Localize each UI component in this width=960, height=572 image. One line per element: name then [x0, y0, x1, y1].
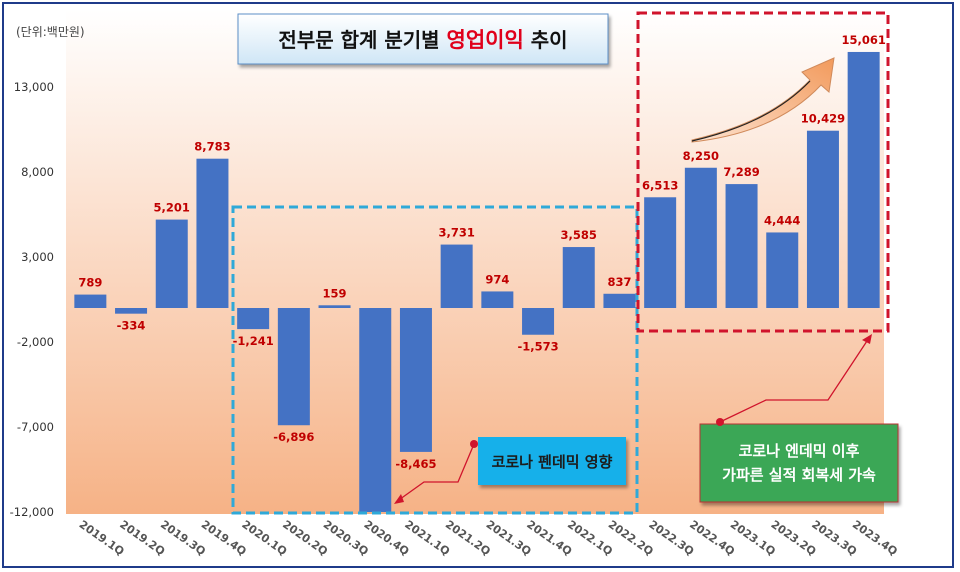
value-label-2022.1Q: 3,585	[561, 228, 597, 242]
post-corona-callout-line1: 코로나 엔데믹 이후	[739, 442, 860, 460]
x-tick-label: 2023.4Q	[850, 518, 900, 558]
x-tick-label: 2022.2Q	[606, 518, 656, 558]
bar-2022.4Q	[684, 167, 717, 308]
value-label-group: 789 -334 5,201 8,783 -1,241 -6,896 159 -8,465 3,…	[78, 33, 886, 471]
x-tick-label: 2022.4Q	[687, 518, 737, 558]
x-tick-label: 2019.4Q	[199, 518, 249, 558]
value-label-2021.3Q: 974	[485, 272, 509, 286]
corona-connector	[394, 440, 478, 504]
value-label-2019.2Q: -334	[117, 319, 146, 333]
value-label-2022.3Q: 6,513	[642, 178, 678, 192]
x-tick-label: 2019.2Q	[117, 518, 167, 558]
y-tick-group: 13,000 8,000 3,000 -2,000 -7,000 -12,000	[10, 80, 54, 519]
bar-2023.1Q	[725, 184, 758, 308]
bar-2020.2Q	[277, 308, 310, 426]
bar-2022.3Q	[644, 197, 677, 308]
bar-2019.1Q	[74, 294, 107, 308]
bar-2021.4Q	[522, 308, 555, 335]
value-label-2023.2Q: 4,444	[764, 213, 800, 227]
bar-2022.2Q	[603, 293, 636, 308]
corona-callout-text: 코로나 펜데믹 영향	[492, 453, 613, 471]
value-label-2023.4Q: 15,061	[841, 33, 885, 47]
corona-callout	[478, 437, 626, 485]
x-tick-label: 2021.4Q	[524, 518, 574, 558]
y-tick-label: -2,000	[17, 335, 54, 349]
value-label-2019.3Q: 5,201	[154, 201, 190, 215]
bar-2020.3Q	[318, 305, 351, 308]
value-label-2021.4Q: -1,573	[517, 340, 558, 354]
bar-2023.4Q	[847, 51, 880, 308]
endemic-period-highlight	[636, 11, 890, 333]
x-tick-label: 2020.1Q	[239, 518, 289, 558]
value-label-2019.1Q: 789	[78, 276, 102, 290]
x-tick-label: 2019.3Q	[158, 518, 208, 558]
value-label-2022.4Q: 8,250	[683, 149, 719, 163]
value-label-2022.2Q: 837	[607, 275, 631, 289]
bar-2021.3Q	[481, 291, 514, 308]
value-label-2020.3Q: 159	[323, 286, 347, 300]
bar-2019.4Q	[196, 158, 229, 308]
post-corona-connector	[716, 334, 872, 426]
title-suffix: 추이	[524, 28, 568, 52]
growth-arrow-icon	[691, 57, 835, 143]
x-tick-label: 2021.2Q	[443, 518, 493, 558]
post-corona-callout	[699, 423, 899, 503]
x-tick-label: 2023.1Q	[728, 518, 778, 558]
bar-2019.3Q	[155, 219, 188, 308]
bar-2022.1Q	[562, 247, 595, 308]
bar-2021.1Q	[399, 308, 432, 452]
title-prefix: 전부문 합계 분기별	[278, 28, 446, 52]
y-tick-label: 3,000	[21, 250, 54, 264]
bar-2020.4Q	[359, 308, 392, 512]
value-label-2020.2Q: -6,896	[273, 430, 314, 444]
unit-label: (단위:백만원)	[16, 25, 85, 39]
value-label-2021.2Q: 3,731	[438, 226, 474, 240]
post-corona-callout-line2: 가파른 실적 회복세 가속	[722, 466, 876, 484]
chart-svg: 789 -334 5,201 8,783 -1,241 -6,896 159 -8,465 3,…	[10, 10, 900, 558]
x-tick-label: 2021.1Q	[402, 518, 452, 558]
bar-2023.3Q	[806, 130, 839, 308]
x-tick-label: 2023.3Q	[809, 518, 859, 558]
bar-2021.2Q	[440, 244, 473, 308]
chart-title: 전부문 합계 분기별 영업이익 추이	[278, 28, 567, 52]
y-tick-label: -12,000	[10, 505, 54, 519]
bar-2020.1Q	[237, 308, 270, 330]
bar-group	[74, 51, 880, 512]
value-label-2023.1Q: 7,289	[723, 165, 759, 179]
value-label-2019.4Q: 8,783	[194, 140, 230, 154]
title-highlight: 영업이익	[447, 28, 524, 52]
y-tick-label: -7,000	[17, 420, 54, 434]
x-tick-group: 2019.1Q2019.2Q2019.3Q2019.4Q2020.1Q2020.…	[77, 518, 900, 558]
pandemic-period-highlight	[231, 205, 639, 515]
title-box	[237, 13, 609, 65]
x-tick-label: 2022.1Q	[565, 518, 615, 558]
x-tick-label: 2020.2Q	[280, 518, 330, 558]
x-tick-label: 2021.3Q	[484, 518, 534, 558]
value-label-2023.3Q: 10,429	[801, 112, 845, 126]
value-label-2021.1Q: -8,465	[395, 457, 436, 471]
x-tick-label: 2022.3Q	[646, 518, 696, 558]
bar-2023.2Q	[766, 232, 799, 308]
bar-2019.2Q	[115, 308, 148, 314]
x-tick-label: 2020.4Q	[362, 518, 412, 558]
x-tick-label: 2020.3Q	[321, 518, 371, 558]
value-label-2020.1Q: -1,241	[233, 334, 274, 348]
x-tick-label: 2019.1Q	[77, 518, 127, 558]
y-tick-label: 8,000	[21, 165, 54, 179]
x-tick-label: 2023.2Q	[769, 518, 819, 558]
y-tick-label: 13,000	[14, 80, 54, 94]
